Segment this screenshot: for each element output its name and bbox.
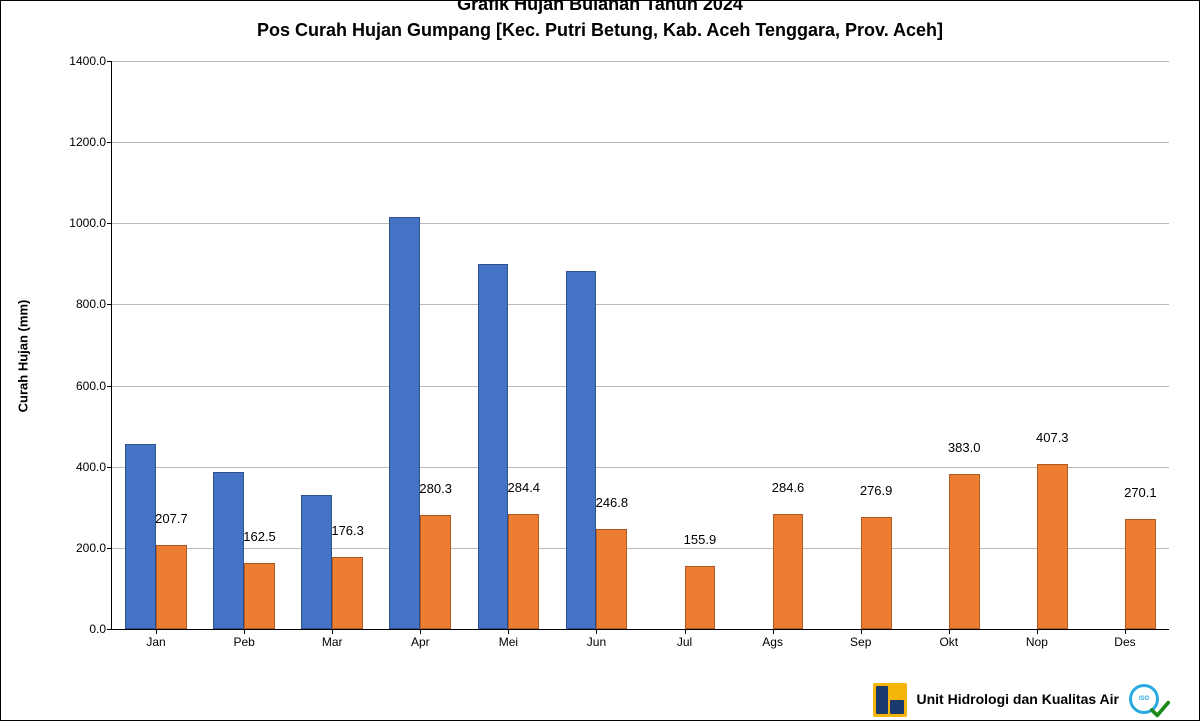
bar <box>332 557 363 629</box>
title-line-1: Grafik Hujan Bulanan Tahun 2024 <box>1 0 1199 15</box>
bar <box>1037 464 1068 629</box>
bar-value-label: 155.9 <box>684 532 717 549</box>
bar <box>301 495 332 629</box>
bar <box>566 271 597 629</box>
gridline <box>112 548 1169 549</box>
bar <box>508 514 539 629</box>
x-tick-label: Jul <box>677 629 692 649</box>
x-tick-label: Apr <box>411 629 430 649</box>
y-tick-label: 1000.0 <box>69 216 112 230</box>
bar <box>861 517 892 629</box>
bar-value-label: 284.4 <box>508 480 541 497</box>
chart-titles: Grafik Hujan Bulanan Tahun 2024 Pos Cura… <box>1 1 1199 41</box>
footer-org-name: Unit Hidrologi dan Kualitas Air <box>917 692 1120 707</box>
y-tick-label: 800.0 <box>76 297 112 311</box>
bar <box>156 545 187 629</box>
x-tick-label: Jan <box>146 629 165 649</box>
y-tick-label: 1400.0 <box>69 54 112 68</box>
chart-frame: Grafik Hujan Bulanan Tahun 2024 Pos Cura… <box>0 0 1200 721</box>
bar <box>773 514 804 629</box>
x-tick-label: Jun <box>587 629 606 649</box>
gridline <box>112 467 1169 468</box>
bar-value-label: 162.5 <box>243 529 276 546</box>
y-tick-label: 0.0 <box>89 622 112 636</box>
bar-value-label: 246.8 <box>596 495 629 512</box>
gridline <box>112 304 1169 305</box>
bar-value-label: 276.9 <box>860 483 893 500</box>
gridline <box>112 223 1169 224</box>
x-tick-label: Ags <box>762 629 783 649</box>
chart-area: Curah Hujan (mm) 0.0200.0400.0600.0800.0… <box>41 51 1179 660</box>
x-tick-label: Peb <box>233 629 254 649</box>
plot-area: 0.0200.0400.0600.0800.01000.01200.01400.… <box>111 61 1169 630</box>
x-tick-label: Sep <box>850 629 871 649</box>
y-tick-label: 400.0 <box>76 460 112 474</box>
y-tick-label: 600.0 <box>76 379 112 393</box>
bar <box>420 515 451 629</box>
pu-logo-icon <box>873 683 907 717</box>
gridline <box>112 386 1169 387</box>
checkmark-icon <box>1149 698 1171 720</box>
bar <box>213 472 244 629</box>
bar-value-label: 284.6 <box>772 480 805 497</box>
iso-badge-icon: ISO <box>1129 682 1169 718</box>
y-axis-label: Curah Hujan (mm) <box>16 299 31 412</box>
bar <box>478 264 509 629</box>
bar <box>244 563 275 629</box>
y-tick-label: 1200.0 <box>69 135 112 149</box>
x-tick-label: Nop <box>1026 629 1048 649</box>
bar <box>685 566 716 629</box>
bar <box>949 474 980 629</box>
title-line-2: Pos Curah Hujan Gumpang [Kec. Putri Betu… <box>1 21 1199 41</box>
bar-value-label: 280.3 <box>419 481 452 498</box>
bar-value-label: 270.1 <box>1124 485 1157 502</box>
x-tick-label: Mar <box>322 629 343 649</box>
bar-value-label: 383.0 <box>948 440 981 457</box>
footer: Unit Hidrologi dan Kualitas Air ISO <box>873 680 1170 720</box>
gridline <box>112 142 1169 143</box>
bar <box>1125 519 1156 629</box>
x-tick-label: Mei <box>499 629 518 649</box>
bar-value-label: 176.3 <box>331 523 364 540</box>
bar <box>596 529 627 629</box>
bar-value-label: 407.3 <box>1036 430 1069 447</box>
bar-value-label: 207.7 <box>155 511 188 528</box>
bar <box>389 217 420 629</box>
x-tick-label: Okt <box>939 629 958 649</box>
y-tick-label: 200.0 <box>76 541 112 555</box>
gridline <box>112 61 1169 62</box>
bar <box>125 444 156 629</box>
x-tick-label: Des <box>1114 629 1135 649</box>
